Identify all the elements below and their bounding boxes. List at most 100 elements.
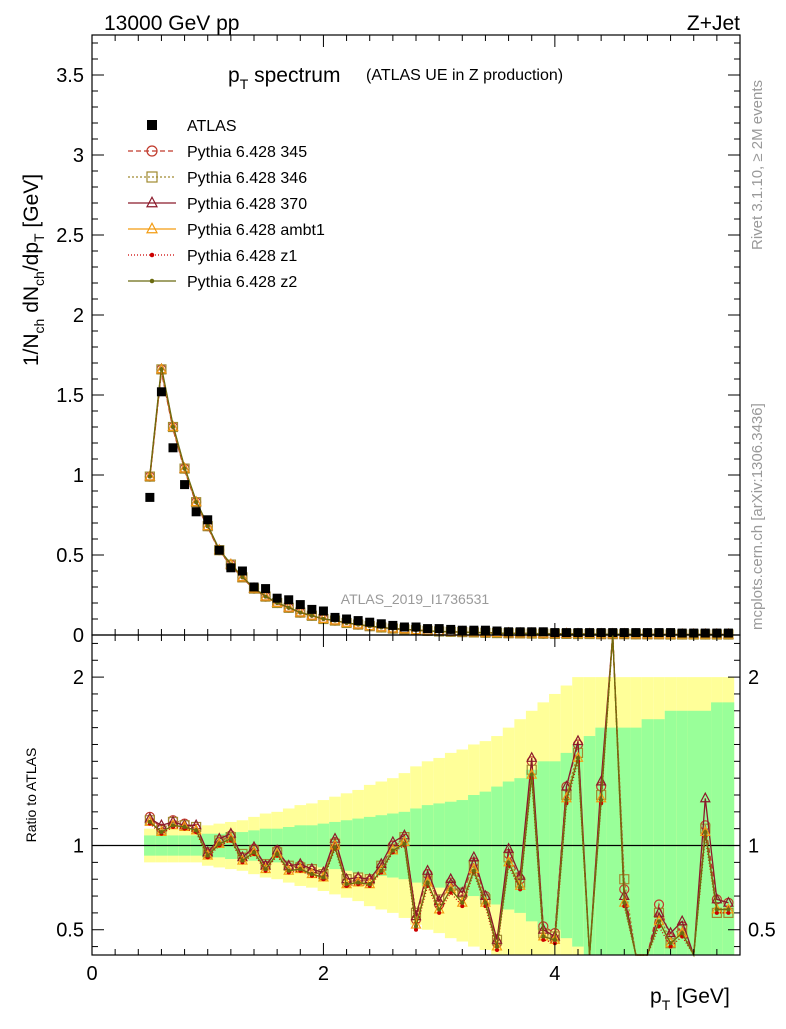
ratio-point xyxy=(182,824,187,830)
ratio-point xyxy=(425,880,430,885)
ratio-point xyxy=(437,910,442,915)
svg-text:pT spectrum: pT spectrum xyxy=(228,64,340,92)
ratio-point xyxy=(468,850,480,862)
ratio-point xyxy=(286,868,291,873)
ratio-point xyxy=(541,937,546,942)
atlas-point xyxy=(700,628,710,638)
ratio-point xyxy=(518,885,523,890)
main-ytick-label: 2.5 xyxy=(56,225,84,247)
ratio-point xyxy=(228,836,233,841)
atlas-point xyxy=(342,614,352,624)
mc-point xyxy=(144,470,156,481)
title-rest: spectrum xyxy=(248,64,340,87)
atlas-point xyxy=(168,443,178,453)
mc-point xyxy=(147,474,152,479)
atlas-point xyxy=(376,619,386,629)
ratio-point xyxy=(460,900,465,905)
atlas-point xyxy=(261,584,271,594)
ratio-point xyxy=(676,914,688,926)
mc-point xyxy=(179,462,191,473)
atlas-point xyxy=(249,582,259,592)
legend-label: Pythia 6.428 z2 xyxy=(187,274,297,291)
ratio-point xyxy=(572,734,584,746)
ratio-xtick-label: 2 xyxy=(318,963,329,985)
legend-marker xyxy=(147,120,157,130)
ratio-series-line xyxy=(149,634,729,957)
ratio-point xyxy=(402,841,407,846)
atlas-point xyxy=(272,593,282,603)
ratio-point xyxy=(375,857,387,869)
svg-text:pT [GeV]: pT [GeV] xyxy=(650,985,730,1013)
atlas-point xyxy=(608,628,618,638)
uncertainty-band-stat xyxy=(664,710,677,955)
atlas-point xyxy=(284,595,294,605)
title-note: (ATLAS UE in Z production) xyxy=(366,67,563,84)
ratio-point xyxy=(263,867,268,872)
ratio-point xyxy=(503,842,515,853)
ratio-point xyxy=(240,858,245,863)
title-p: p xyxy=(228,64,240,87)
legend: ATLAS Pythia 6.428 345 Pythia 6.428 346 Pyt… xyxy=(128,118,325,291)
ratio-point xyxy=(205,853,210,858)
atlas-point xyxy=(156,387,166,397)
mc-point xyxy=(286,605,291,610)
ratio-point xyxy=(367,882,372,887)
uncertainty-band-stat xyxy=(618,727,631,955)
mc-point xyxy=(309,613,314,618)
mc-point xyxy=(190,495,202,507)
legend-marker xyxy=(146,145,158,157)
ratio-ytick-label-right: 0.5 xyxy=(748,920,776,942)
atlas-point xyxy=(411,622,421,632)
atlas-point xyxy=(723,628,733,638)
legend-marker xyxy=(149,252,155,258)
ratio-point xyxy=(413,924,419,929)
main-ytick-label: 2 xyxy=(73,305,84,327)
atlas-point xyxy=(330,612,340,622)
mc-point xyxy=(260,590,272,601)
ratio-point xyxy=(437,907,442,912)
uncertainty-band-stat xyxy=(653,719,665,955)
ratio-point xyxy=(344,882,349,887)
atlas-point xyxy=(434,624,444,634)
ratio-point xyxy=(460,904,465,909)
atlas-point xyxy=(318,606,328,616)
atlas-point xyxy=(307,604,317,614)
chart-title: pT spectrum (ATLAS UE in Z production) xyxy=(228,64,563,92)
ratio-point xyxy=(560,780,572,791)
uncertainty-band-stat xyxy=(641,719,654,955)
ratio-point xyxy=(668,944,673,949)
ratio-point xyxy=(413,927,419,932)
title-sub: T xyxy=(240,76,249,92)
ratio-point xyxy=(595,775,607,786)
atlas-point xyxy=(446,624,456,634)
ratio-point xyxy=(494,944,500,949)
ratio-point xyxy=(526,751,538,762)
ratio-point xyxy=(665,926,677,938)
mc-point xyxy=(182,466,187,471)
mc-point xyxy=(170,424,176,430)
mc-point xyxy=(298,610,303,615)
ratio-ytick-label-right: 2 xyxy=(748,667,759,689)
legend-label: ATLAS xyxy=(187,118,237,135)
mc-point xyxy=(167,420,179,431)
uncertainty-band-stat xyxy=(595,727,607,955)
legend-marker xyxy=(146,195,158,208)
atlas-point xyxy=(388,620,398,630)
atlas-point xyxy=(191,507,201,517)
atlas-point xyxy=(654,628,664,638)
ratio-point xyxy=(147,819,152,824)
ratio-point xyxy=(714,910,719,915)
ratio-point xyxy=(552,937,557,942)
ratio-ylabel: Ratio to ATLAS xyxy=(23,748,39,843)
ratio-ytick-label: 2 xyxy=(73,667,84,689)
ratio-point xyxy=(541,934,546,939)
legend-label: Pythia 6.428 345 xyxy=(187,144,307,161)
ratio-point xyxy=(298,867,303,872)
ratio-point xyxy=(668,941,673,946)
mc-point xyxy=(321,616,326,622)
ratio-plot-area: 0 2 4 0.5 0.5 1 1 2 2 xyxy=(56,634,776,985)
ratio-point xyxy=(251,850,257,855)
ratio-point xyxy=(422,864,434,875)
side-label-bottom: mcplots.cern.ch [arXiv:1306.3436] xyxy=(749,403,766,630)
